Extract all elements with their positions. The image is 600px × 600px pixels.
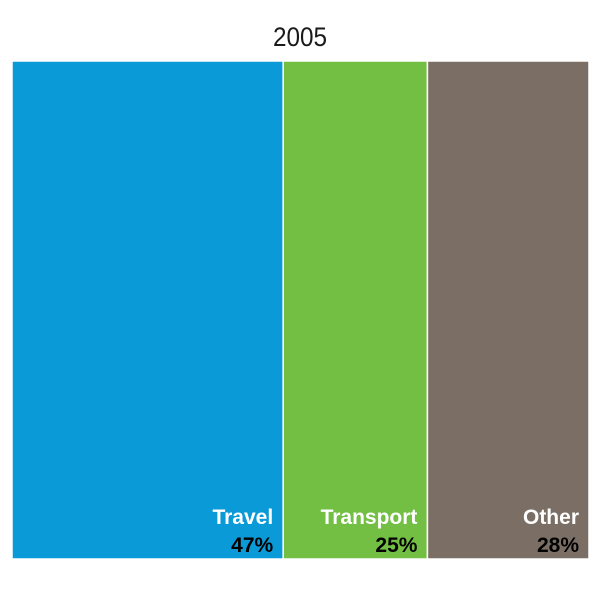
segment-value-other: 28%: [537, 534, 579, 557]
segment-label-travel: Travel: [212, 506, 273, 529]
segment-label-transport: Transport: [321, 506, 418, 529]
segment-value-transport: 25%: [375, 534, 417, 557]
chart-title: 2005: [272, 22, 328, 52]
chart-segments: Travel 47% Transport 25% Other 28%: [11, 60, 590, 560]
segment-value-travel: 47%: [231, 534, 273, 557]
segment-label-other: Other: [523, 506, 579, 529]
segment-travel: [11, 60, 284, 560]
segment-transport: [282, 60, 429, 560]
segment-other: [426, 60, 590, 560]
